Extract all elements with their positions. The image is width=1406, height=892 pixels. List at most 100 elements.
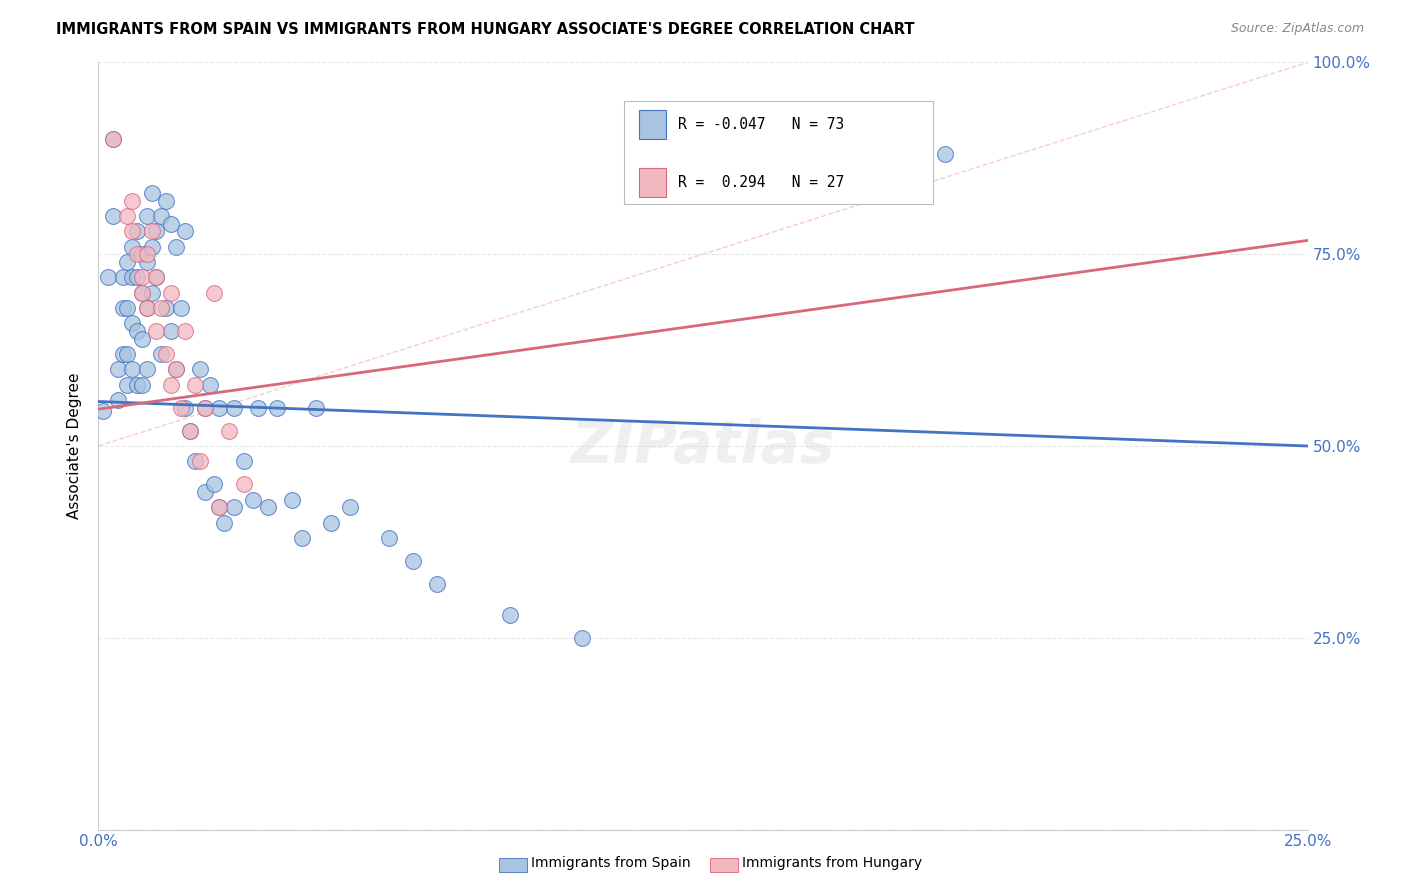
Point — [97, 270, 120, 285]
Text: Source: ZipAtlas.com: Source: ZipAtlas.com — [1230, 22, 1364, 36]
Point — [121, 270, 143, 285]
Point — [165, 362, 187, 376]
Point — [165, 362, 187, 376]
Point — [184, 377, 207, 392]
Point — [174, 224, 197, 238]
Text: Immigrants from Spain: Immigrants from Spain — [531, 856, 692, 871]
Point — [131, 247, 153, 261]
Point — [131, 285, 153, 300]
Point — [174, 401, 197, 415]
Point — [188, 454, 211, 468]
Point — [222, 401, 245, 415]
Point — [117, 255, 139, 269]
Point — [107, 362, 129, 376]
Point — [131, 332, 153, 346]
Point — [194, 485, 217, 500]
Bar — [638, 168, 665, 197]
Point — [121, 316, 143, 330]
Text: R = -0.047   N = 73: R = -0.047 N = 73 — [678, 117, 844, 132]
Point — [127, 377, 149, 392]
Point — [571, 631, 593, 645]
Point — [281, 492, 304, 507]
Point — [204, 285, 226, 300]
Point — [145, 270, 167, 285]
Text: ZIPatlas: ZIPatlas — [571, 417, 835, 475]
Point — [135, 209, 157, 223]
Point — [266, 401, 288, 415]
Point — [135, 255, 157, 269]
Point — [218, 424, 240, 438]
Point — [160, 324, 183, 338]
Point — [305, 401, 328, 415]
Point — [160, 217, 183, 231]
FancyBboxPatch shape — [624, 101, 932, 204]
Point — [107, 392, 129, 407]
Point — [131, 285, 153, 300]
Point — [339, 500, 361, 515]
Point — [208, 500, 231, 515]
Point — [135, 247, 157, 261]
Point — [179, 424, 201, 438]
Point — [141, 285, 163, 300]
Point — [121, 239, 143, 253]
Bar — [638, 110, 665, 139]
Point — [101, 209, 124, 223]
Text: R =  0.294   N = 27: R = 0.294 N = 27 — [678, 175, 844, 190]
Point — [242, 492, 264, 507]
Point — [188, 362, 211, 376]
Point — [150, 301, 173, 315]
Point — [141, 224, 163, 238]
Point — [204, 477, 226, 491]
Point — [111, 347, 134, 361]
Point — [319, 516, 342, 530]
Point — [155, 347, 177, 361]
Point — [145, 324, 167, 338]
Point — [212, 516, 235, 530]
Point — [169, 401, 191, 415]
Point — [174, 324, 197, 338]
Point — [127, 247, 149, 261]
Point — [208, 500, 231, 515]
Text: IMMIGRANTS FROM SPAIN VS IMMIGRANTS FROM HUNGARY ASSOCIATE'S DEGREE CORRELATION : IMMIGRANTS FROM SPAIN VS IMMIGRANTS FROM… — [56, 22, 915, 37]
Text: Immigrants from Hungary: Immigrants from Hungary — [742, 856, 922, 871]
Point — [160, 377, 183, 392]
Point — [194, 401, 217, 415]
Point — [101, 132, 124, 146]
Point — [155, 194, 177, 208]
Point — [117, 301, 139, 315]
Point — [222, 500, 245, 515]
Point — [127, 224, 149, 238]
Point — [402, 554, 425, 568]
Point — [117, 347, 139, 361]
Y-axis label: Associate's Degree: Associate's Degree — [67, 373, 83, 519]
Point — [165, 239, 187, 253]
Point — [141, 186, 163, 200]
Point — [498, 607, 520, 622]
Point — [145, 224, 167, 238]
Point — [232, 454, 254, 468]
Point — [198, 377, 221, 392]
Point — [121, 362, 143, 376]
Point — [208, 401, 231, 415]
Point — [184, 454, 207, 468]
Point — [117, 209, 139, 223]
Point — [111, 270, 134, 285]
Point — [121, 224, 143, 238]
Point — [150, 209, 173, 223]
Point — [232, 477, 254, 491]
Point — [150, 347, 173, 361]
Point — [121, 194, 143, 208]
Point — [101, 132, 124, 146]
Point — [155, 301, 177, 315]
Point — [256, 500, 278, 515]
Point — [135, 362, 157, 376]
Point — [91, 404, 114, 418]
Point — [934, 147, 956, 161]
Point — [111, 301, 134, 315]
Point — [127, 270, 149, 285]
Point — [131, 270, 153, 285]
Point — [169, 301, 191, 315]
Point — [179, 424, 201, 438]
Point — [194, 401, 217, 415]
Point — [131, 377, 153, 392]
